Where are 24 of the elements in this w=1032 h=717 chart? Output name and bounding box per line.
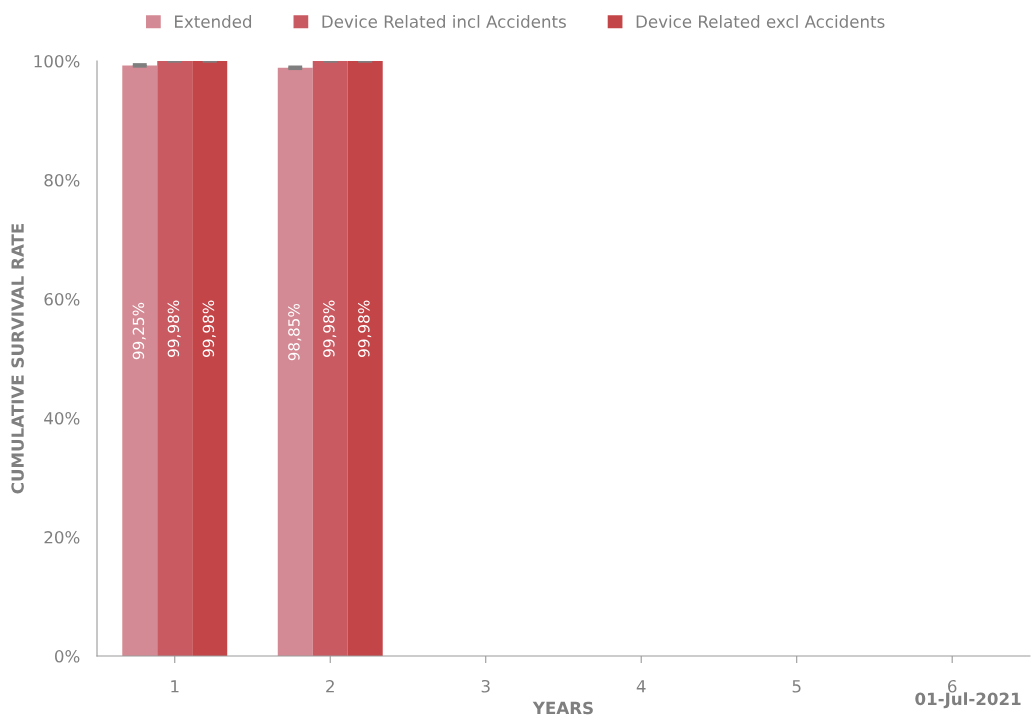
data-label: 99,98% xyxy=(323,300,337,357)
y-tick-label: 0% xyxy=(55,650,80,663)
y-tick-label: 60% xyxy=(44,292,80,306)
y-tick-label: 20% xyxy=(44,531,80,544)
legend-label: Device Related incl Accidents xyxy=(322,15,566,28)
y-tick-label: 80% xyxy=(44,173,80,187)
legend-label: Device Related excl Accidents xyxy=(636,15,885,28)
y-axis-title: CUMULATIVE SURVIVAL RATE xyxy=(11,223,24,494)
text: 01-Jul-2021 xyxy=(915,692,1021,709)
x-tick-label: 6 xyxy=(948,679,957,693)
y-tick-label: 100% xyxy=(34,54,80,68)
x-tick-label: 4 xyxy=(636,680,646,693)
x-tick-label: 5 xyxy=(792,680,801,693)
x-tick-label: 2 xyxy=(326,679,334,693)
x-tick-label: 3 xyxy=(481,679,490,693)
x-axis-title: YEARS xyxy=(532,701,593,715)
data-label: 99,98% xyxy=(358,300,372,357)
y-tick-label: 40% xyxy=(44,411,80,425)
x-tick-label: 1 xyxy=(171,680,179,693)
data-label: 99,98% xyxy=(202,300,216,357)
legend-label: Extended xyxy=(175,15,252,28)
data-label: 98,85% xyxy=(288,303,302,361)
data-label: 99,25% xyxy=(132,302,146,360)
data-label: 99,98% xyxy=(167,300,181,357)
